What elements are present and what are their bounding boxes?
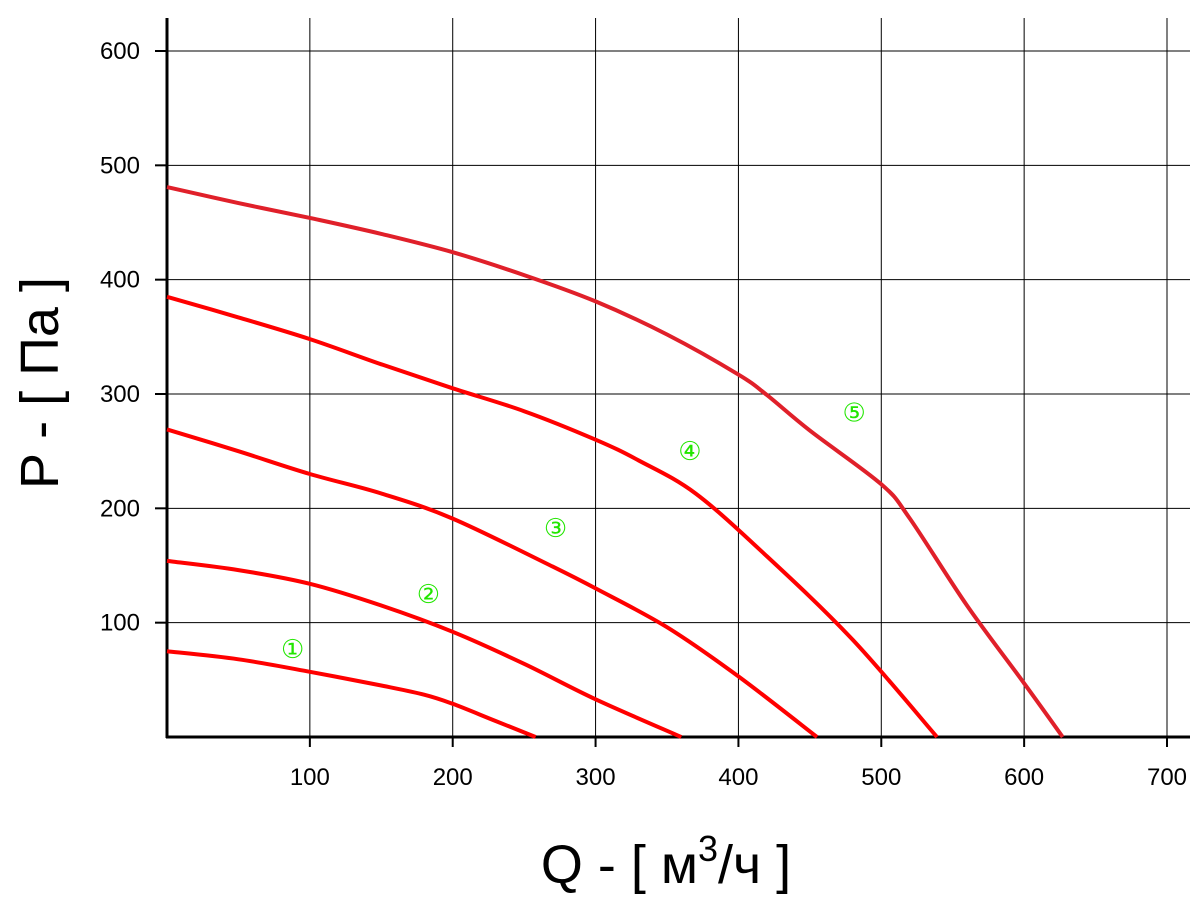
x-tick-label: 600 xyxy=(1004,764,1044,791)
grid xyxy=(167,18,1190,737)
x-tick-label: 400 xyxy=(718,764,758,791)
tick-labels: 100 200 300 400 500 600 700 100 200 300 400 500 600 xyxy=(100,38,1187,791)
curve-label-5: ⑤ xyxy=(842,398,865,428)
curve-4 xyxy=(166,294,939,739)
y-tick-label: 100 xyxy=(100,610,140,637)
y-tick-label: 300 xyxy=(100,381,140,408)
x-tick-label: 200 xyxy=(433,764,473,791)
curve-label-3: ③ xyxy=(544,514,567,544)
y-tick-label: 500 xyxy=(100,152,140,179)
curve-5 xyxy=(166,185,1065,739)
curve-labels: ① ② ③ ④ ⑤ xyxy=(281,398,866,665)
y-tick-label: 200 xyxy=(100,495,140,522)
curve-2 xyxy=(166,558,683,739)
x-tick-label: 300 xyxy=(576,764,616,791)
x-tick-label: 500 xyxy=(861,764,901,791)
y-axis-title: P - [ Па ] xyxy=(10,277,70,489)
curves xyxy=(166,185,1065,739)
x-tick-label: 700 xyxy=(1147,764,1187,791)
y-tick-label: 400 xyxy=(100,267,140,294)
curve-label-2: ② xyxy=(417,580,440,610)
y-tick-label: 600 xyxy=(100,38,140,65)
curve-label-4: ④ xyxy=(678,437,701,467)
x-axis-title: Q - [ м3/ч ] xyxy=(541,828,791,895)
curve-1 xyxy=(166,649,537,739)
curve-label-1: ① xyxy=(281,635,304,665)
curve-3 xyxy=(166,427,819,739)
x-tick-label: 100 xyxy=(290,764,330,791)
